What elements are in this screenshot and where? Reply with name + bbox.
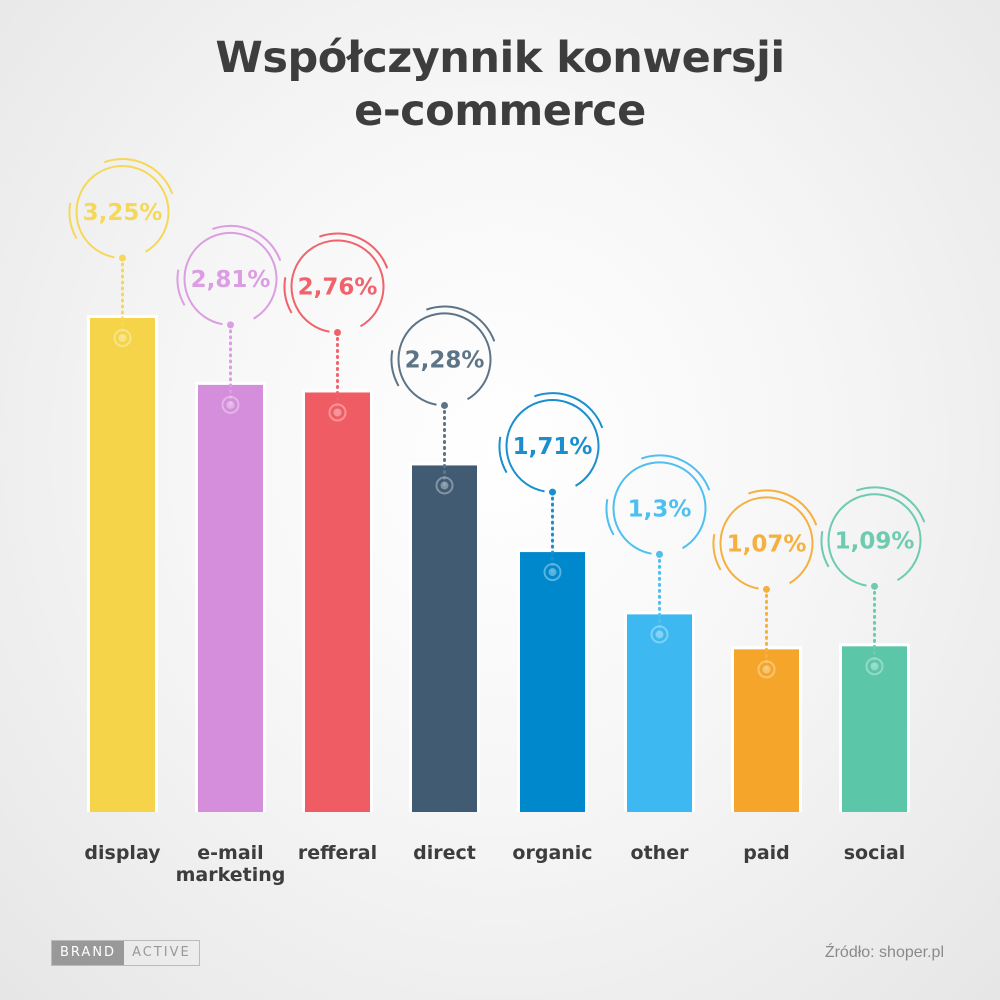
category-label: display xyxy=(84,842,161,864)
target-ring xyxy=(113,329,132,347)
bar xyxy=(734,649,799,812)
label-arc-outer xyxy=(856,486,926,523)
bar-group: 2,28% xyxy=(390,305,496,812)
brand-part-1: BRAND xyxy=(52,941,125,965)
leader-dot xyxy=(119,254,126,262)
label-arc-inner xyxy=(712,533,722,571)
leader-dot xyxy=(763,585,770,593)
target-dot xyxy=(548,568,557,577)
leader-dot xyxy=(227,321,234,329)
label-arc-outer xyxy=(641,454,711,491)
bar xyxy=(520,552,585,812)
title-line-2: e-commerce xyxy=(354,86,646,136)
category-label: refferal xyxy=(297,842,378,864)
label-arc-inner xyxy=(68,202,78,239)
bar-group: 2,76% xyxy=(283,232,389,812)
target-dot xyxy=(440,481,449,490)
data-label: 1,07% xyxy=(727,531,807,557)
label-arc-inner xyxy=(820,530,830,568)
leader-dot xyxy=(871,582,878,590)
bar xyxy=(305,392,370,812)
label-arc-outer xyxy=(534,392,604,429)
label-circle xyxy=(612,461,707,555)
category-label: organic xyxy=(512,842,593,864)
data-label: 3,25% xyxy=(83,200,163,226)
data-label: 1,3% xyxy=(628,496,692,522)
target-dot xyxy=(333,408,342,417)
label-circle xyxy=(719,496,814,590)
target-dot xyxy=(762,665,771,674)
label-arc-inner xyxy=(176,269,186,306)
target-ring xyxy=(543,563,562,582)
target-ring xyxy=(757,660,776,679)
label-circle xyxy=(290,239,385,333)
category-label: social xyxy=(843,842,906,864)
target-ring xyxy=(328,403,347,422)
brand-logo: BRAND ACTIVE xyxy=(51,940,200,966)
bar xyxy=(842,646,907,812)
category-label: direct xyxy=(413,842,476,864)
label-circle xyxy=(183,231,278,326)
label-arc-inner xyxy=(605,499,615,536)
label-circle xyxy=(75,165,170,259)
target-dot xyxy=(655,630,664,639)
brand-part-2: ACTIVE xyxy=(132,945,191,960)
chart-title: Współczynnik konwersji e-commerce xyxy=(0,32,1000,138)
target-dot xyxy=(226,400,235,409)
data-label: 1,71% xyxy=(513,434,593,460)
target-ring xyxy=(865,657,884,676)
leader-dot xyxy=(334,328,341,336)
target-ring xyxy=(435,476,454,495)
bar xyxy=(198,384,263,812)
label-circle xyxy=(397,312,492,406)
bar-group: 3,25% xyxy=(68,158,174,812)
target-dot xyxy=(118,334,127,342)
label-arc-outer xyxy=(426,305,496,342)
category-label: e-mail marketing xyxy=(175,842,286,886)
target-ring xyxy=(221,395,240,414)
title-line-1: Współczynnik konwersji xyxy=(215,33,785,83)
data-label: 2,81% xyxy=(191,267,271,293)
label-arc-inner xyxy=(498,436,508,474)
data-label: 1,09% xyxy=(835,528,915,554)
label-arc-inner xyxy=(283,277,293,314)
target-ring xyxy=(650,625,669,644)
bar xyxy=(627,614,692,812)
bar-group: 1,3% xyxy=(605,454,711,812)
label-arc-outer xyxy=(212,224,282,262)
category-label: paid xyxy=(743,842,790,864)
leader-dot xyxy=(656,550,663,558)
label-arc-inner xyxy=(390,350,400,387)
bar xyxy=(412,465,477,812)
label-circle xyxy=(505,399,600,493)
bar-group: 1,71% xyxy=(498,392,604,812)
label-arc-outer xyxy=(104,158,174,195)
data-label: 2,76% xyxy=(298,274,378,300)
bar-group: 1,07% xyxy=(712,489,818,812)
source-note: Źródło: shoper.pl xyxy=(824,944,944,961)
bar-group: 2,81% xyxy=(176,224,282,812)
data-label: 2,28% xyxy=(405,347,485,373)
category-label: other xyxy=(630,842,689,864)
label-arc-outer xyxy=(319,232,389,269)
label-circle xyxy=(827,493,922,587)
label-arc-outer xyxy=(748,489,818,526)
leader-dot xyxy=(549,488,556,496)
leader-dot xyxy=(441,401,448,409)
bar xyxy=(90,318,155,812)
bar-group: 1,09% xyxy=(820,486,926,812)
target-dot xyxy=(870,662,879,671)
